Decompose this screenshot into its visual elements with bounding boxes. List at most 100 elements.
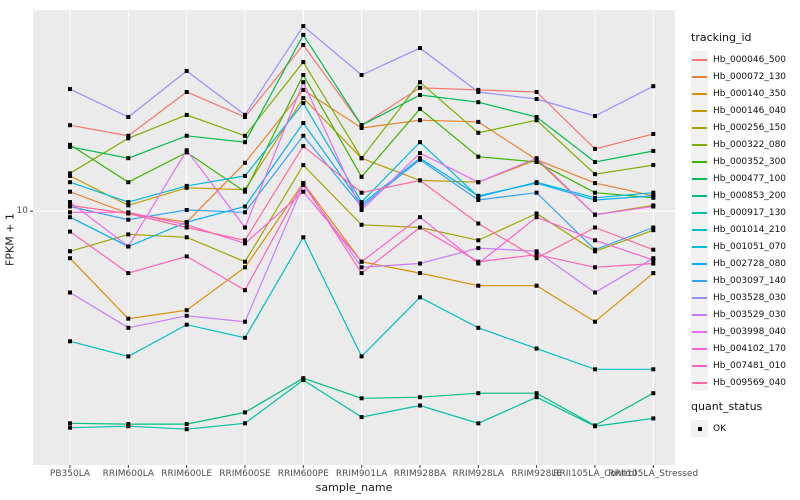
data-point [301,80,306,85]
data-point [184,225,189,230]
legend-item-Hb_000917_130: Hb_000917_130 [691,204,799,221]
legend-item-Hb_000140_350: Hb_000140_350 [691,85,799,102]
data-point [476,246,481,251]
x-tick-label-RRIM600LA: RRIM600LA [102,469,155,479]
data-point [243,335,247,340]
data-point [243,265,247,270]
data-point [68,144,72,149]
legend-key-square-point [691,420,708,437]
y-axis-title: FPKM + 1 [3,213,17,266]
legend-key-swatch [691,187,708,204]
data-point [476,154,481,159]
legend-item-label: Hb_003998_040 [713,326,787,337]
legend-key-swatch [691,136,708,153]
data-point [476,391,481,396]
legend-key-swatch [691,306,708,323]
data-point [476,221,481,226]
data-point [184,427,189,432]
legend-item-label: Hb_000146_040 [713,105,787,116]
data-point [534,97,539,101]
data-point [418,271,422,276]
data-point [243,133,247,138]
data-point [243,210,247,215]
data-point [184,90,189,94]
data-point [68,425,72,430]
data-point [68,203,72,208]
legend-key-swatch [691,68,708,85]
data-point [359,222,364,227]
data-point [243,421,247,426]
x-tick-label-RRIM928LE: RRIM928LE [511,469,563,479]
data-point [534,283,539,288]
legend-quant-block: quant_status OK [691,400,799,437]
data-point [126,271,131,276]
data-point [593,160,597,164]
y-tick-label: 10 [16,205,28,216]
data-point [476,193,481,198]
data-point [243,259,247,264]
data-point [126,217,131,222]
data-point [243,225,247,230]
data-point [359,123,364,128]
data-point [359,204,364,209]
data-point [476,325,481,330]
x-tick-label-RRIM928LA: RRIM928LA [452,469,505,479]
data-point [593,367,597,372]
legend: tracking_id Hb_000046_500 Hb_000072_130 Hb… [691,31,799,437]
data-point [359,271,364,276]
data-point [651,261,656,266]
data-point [534,160,539,164]
legend-item-label: Hb_003529_030 [713,309,787,320]
legend-item-label: Hb_000917_130 [713,207,787,218]
data-point [68,171,72,176]
data-point [184,422,189,427]
data-point [301,24,306,29]
data-point [418,261,422,266]
data-point [418,80,422,85]
data-point [301,87,306,92]
data-point [651,190,656,195]
data-point [359,354,364,359]
x-axis-title: sample_name [315,481,393,494]
data-point [593,146,597,151]
legend-item-Hb_000146_040: Hb_000146_040 [691,102,799,119]
data-point [593,114,597,118]
data-point [184,112,189,117]
data-point [651,149,656,153]
data-point [476,259,481,264]
data-point [243,112,247,117]
plot-panel [33,10,675,465]
data-point [126,422,131,427]
legend-key-swatch [691,357,708,374]
data-point [68,339,72,344]
legend-item-label: Hb_000477_100 [713,173,787,184]
legend-item-label: OK [713,423,726,434]
data-point [534,215,539,220]
data-point [534,252,539,257]
legend-key-swatch [691,255,708,272]
data-point [301,73,306,77]
data-point [418,93,422,97]
data-point [301,378,306,383]
legend-key-swatch [691,323,708,340]
data-point [184,308,189,313]
data-point [68,123,72,128]
legend-item-Hb_004102_170: Hb_004102_170 [691,340,799,357]
data-point [184,150,189,155]
data-point [243,173,247,178]
data-point [476,90,481,94]
data-point [651,204,656,209]
data-point [68,87,72,92]
data-point [243,140,247,145]
data-point [243,115,247,119]
legend-quant-items: OK [691,420,799,437]
data-point [126,136,131,141]
data-point [126,232,131,237]
data-point [243,160,247,165]
data-point [593,181,597,186]
legend-item-label: Hb_001051_070 [713,241,787,252]
data-point [301,121,306,125]
legend-item-Hb_000477_100: Hb_000477_100 [691,170,799,187]
data-point [68,421,72,426]
data-point [126,211,131,216]
